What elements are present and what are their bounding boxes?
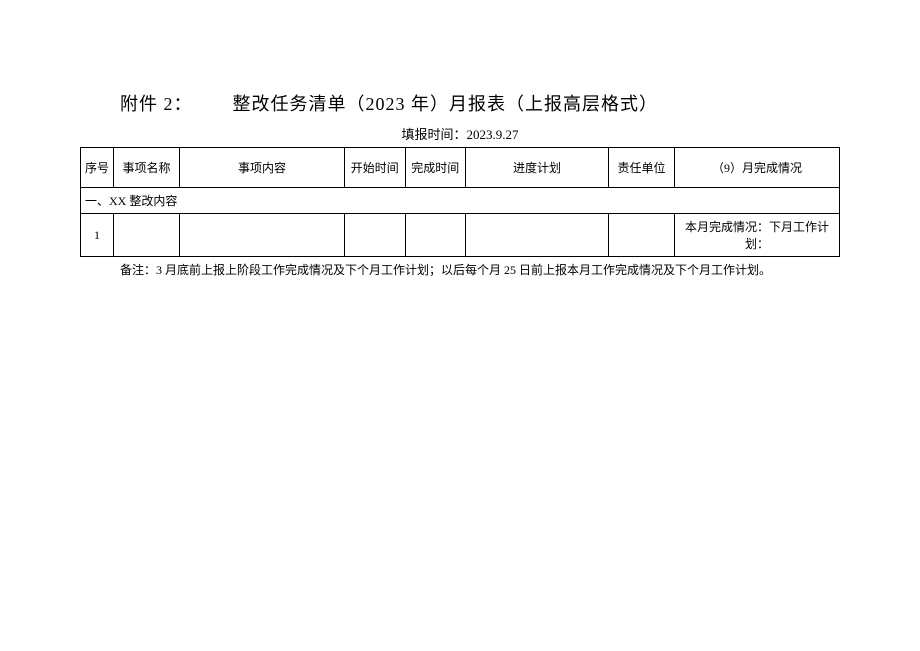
header-content: 事项内容 (180, 148, 345, 188)
section-row: 一、XX 整改内容 (81, 188, 840, 214)
cell-start (345, 214, 406, 257)
header-start: 开始时间 (345, 148, 406, 188)
footnote: 备注：3 月底前上报上阶段工作完成情况及下个月工作计划；以后每个月 25 日前上… (80, 261, 840, 278)
header-end: 完成时间 (405, 148, 466, 188)
header-name: 事项名称 (114, 148, 180, 188)
table-row: 1 本月完成情况：下月工作计划： (81, 214, 840, 257)
task-table: 序号 事项名称 事项内容 开始时间 完成时间 进度计划 责任单位 （9）月完成情… (80, 147, 840, 257)
attachment-label: 附件 2： (120, 90, 193, 116)
cell-end (405, 214, 466, 257)
main-title: 整改任务清单（2023 年）月报表（上报高层格式） (233, 90, 659, 116)
cell-status: 本月完成情况：下月工作计划： (675, 214, 840, 257)
title-row: 附件 2： 整改任务清单（2023 年）月报表（上报高层格式） (80, 90, 840, 116)
cell-content (180, 214, 345, 257)
report-time: 填报时间：2023.9.27 (80, 124, 840, 143)
table-header-row: 序号 事项名称 事项内容 开始时间 完成时间 进度计划 责任单位 （9）月完成情… (81, 148, 840, 188)
header-status: （9）月完成情况 (675, 148, 840, 188)
header-unit: 责任单位 (609, 148, 675, 188)
header-plan: 进度计划 (466, 148, 609, 188)
section-label: 一、XX 整改内容 (81, 188, 840, 214)
cell-name (114, 214, 180, 257)
cell-seq: 1 (81, 214, 114, 257)
report-time-label: 填报时间： (401, 127, 466, 142)
cell-unit (609, 214, 675, 257)
header-seq: 序号 (81, 148, 114, 188)
document-container: 附件 2： 整改任务清单（2023 年）月报表（上报高层格式） 填报时间：202… (0, 0, 920, 298)
cell-plan (466, 214, 609, 257)
report-time-value: 2023.9.27 (467, 127, 519, 142)
